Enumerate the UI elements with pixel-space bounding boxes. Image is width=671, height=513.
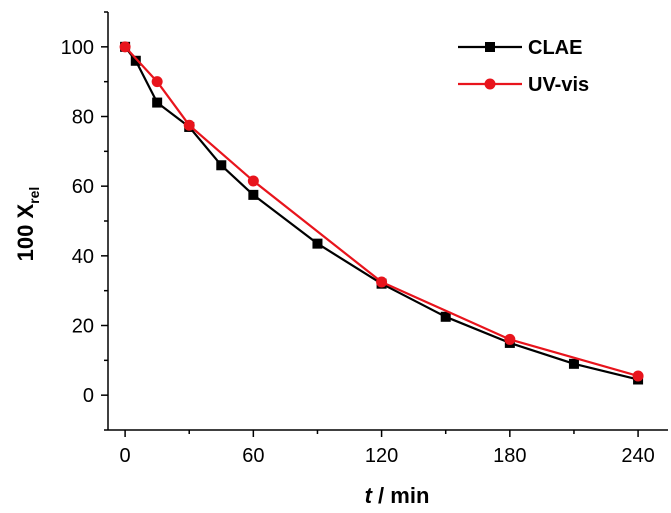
x-tick-label: 60: [242, 445, 264, 467]
y-axis-ticks: 0 20 40 60 80 100: [61, 11, 108, 431]
x-tick-label: 180: [493, 445, 526, 467]
data-point: [504, 333, 516, 345]
data-point: [130, 55, 141, 66]
x-tick-label: 240: [621, 445, 654, 467]
data-point: [216, 160, 227, 171]
data-point: [119, 41, 131, 53]
x-tick-label: 120: [365, 445, 398, 467]
series-layer: [119, 41, 644, 385]
legend-label: CLAE: [528, 37, 582, 59]
y-axis-label-subscript: rel: [26, 187, 42, 204]
legend-marker: [485, 42, 495, 52]
data-point: [312, 238, 323, 249]
y-tick-label: 0: [83, 385, 94, 407]
legend-label: UV-vis: [528, 74, 589, 96]
y-axis-label: 100 Xrel: [13, 187, 42, 262]
x-tick-label: 0: [120, 445, 131, 467]
data-point: [152, 97, 163, 108]
data-point: [247, 175, 259, 187]
y-tick-label: 60: [72, 176, 94, 198]
y-tick-label: 40: [72, 246, 94, 268]
legend-item: CLAE: [458, 37, 582, 59]
y-tick-label: 100: [61, 37, 94, 59]
data-point: [440, 311, 451, 322]
legend-marker: [484, 78, 496, 90]
data-point: [632, 370, 644, 382]
data-point: [568, 358, 579, 369]
x-axis-label-unit: / min: [372, 483, 429, 508]
series-1: [119, 41, 644, 382]
series-line: [124, 46, 639, 381]
x-axis-label: t / min: [365, 483, 430, 508]
data-point: [376, 276, 388, 288]
x-axis-ticks: 0 60 120 180 240: [120, 430, 655, 467]
y-axis-label-main: 100 X: [13, 203, 38, 261]
y-tick-label: 20: [72, 316, 94, 338]
legend: CLAE UV-vis: [458, 37, 589, 96]
x-axis-label-symbol: t: [365, 483, 374, 508]
data-point: [183, 119, 195, 131]
data-point: [151, 76, 163, 88]
data-point: [248, 189, 259, 200]
legend-item: UV-vis: [458, 74, 589, 96]
y-tick-label: 80: [72, 107, 94, 129]
series-line: [124, 46, 639, 378]
